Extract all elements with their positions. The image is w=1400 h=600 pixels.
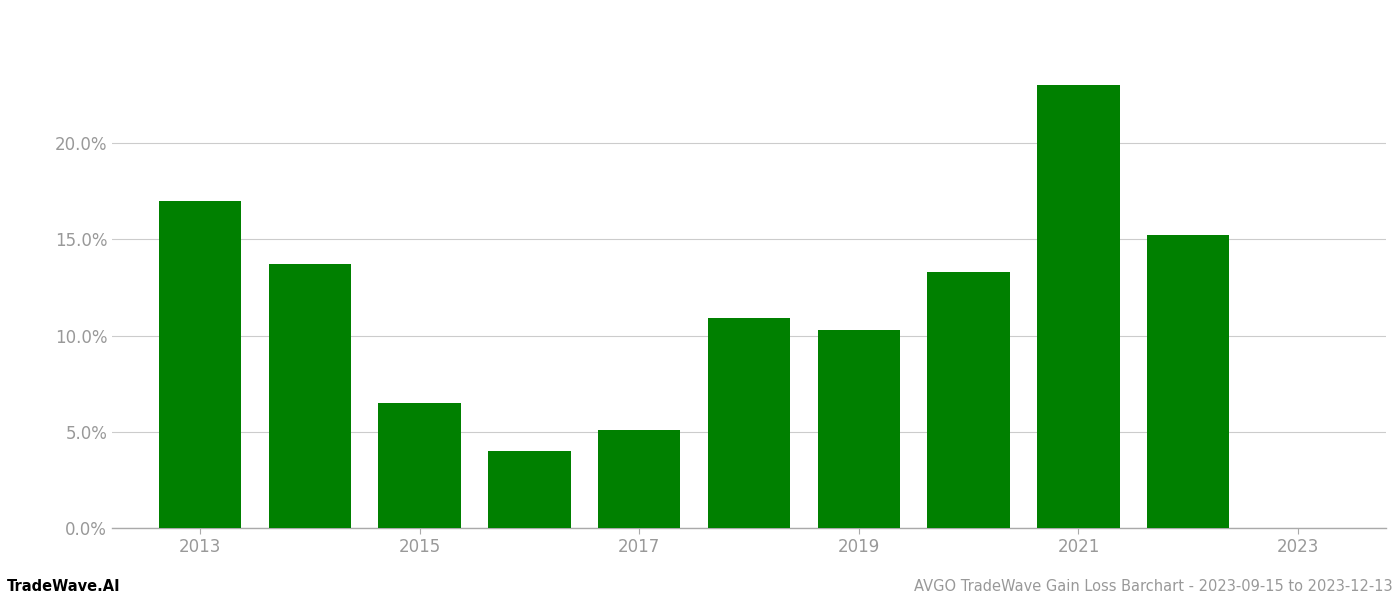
Text: TradeWave.AI: TradeWave.AI bbox=[7, 579, 120, 594]
Text: AVGO TradeWave Gain Loss Barchart - 2023-09-15 to 2023-12-13: AVGO TradeWave Gain Loss Barchart - 2023… bbox=[914, 579, 1393, 594]
Bar bbox=[1147, 235, 1229, 528]
Bar bbox=[1037, 85, 1120, 528]
Bar bbox=[598, 430, 680, 528]
Bar bbox=[489, 451, 571, 528]
Bar bbox=[927, 272, 1009, 528]
Bar bbox=[708, 318, 790, 528]
Bar bbox=[158, 201, 241, 528]
Bar bbox=[269, 265, 351, 528]
Bar bbox=[818, 330, 900, 528]
Bar bbox=[378, 403, 461, 528]
